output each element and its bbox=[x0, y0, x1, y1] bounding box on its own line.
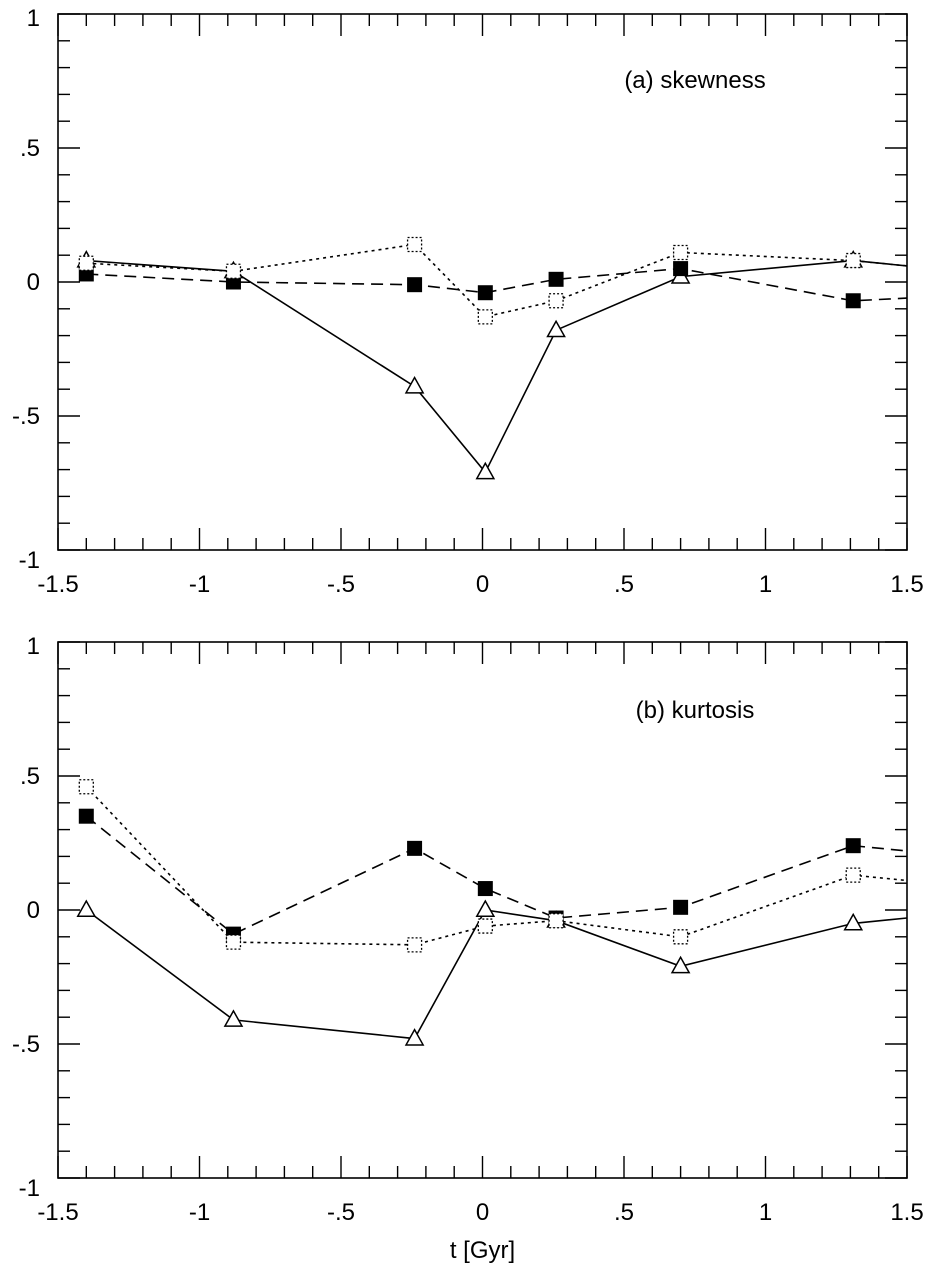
data-point-triangle bbox=[546, 319, 566, 338]
data-point-filled-square bbox=[845, 293, 861, 309]
data-point-open-square bbox=[672, 244, 689, 261]
data-point-triangle bbox=[223, 1009, 244, 1027]
data-point-triangle bbox=[76, 899, 97, 918]
x-tick-label: -.5 bbox=[327, 571, 355, 598]
data-point-filled-square bbox=[845, 838, 861, 854]
data-point-filled-square bbox=[78, 808, 94, 824]
data-point-filled-square bbox=[673, 899, 689, 915]
y-tick-label: -1 bbox=[19, 1175, 40, 1202]
data-point-open-square bbox=[78, 255, 94, 271]
data-point-filled-square bbox=[673, 261, 689, 277]
data-point-triangle bbox=[475, 461, 496, 480]
x-tick-label: .5 bbox=[614, 571, 634, 598]
data-point-filled-square bbox=[548, 271, 564, 287]
series-line-solid bbox=[85, 909, 908, 1040]
x-tick-label: 1 bbox=[759, 571, 772, 598]
data-point-open-square bbox=[548, 913, 564, 929]
data-point-open-square bbox=[672, 929, 689, 945]
data-point-open-square bbox=[406, 236, 423, 253]
data-point-filled-square bbox=[477, 285, 493, 301]
x-tick-label: 1.5 bbox=[890, 1199, 923, 1226]
y-tick-label: -.5 bbox=[12, 403, 40, 430]
data-point-open-square bbox=[225, 263, 242, 279]
y-tick-label: -.5 bbox=[12, 1031, 40, 1058]
panel-label: (a) skewness bbox=[624, 67, 765, 94]
x-tick-label: -.5 bbox=[327, 1199, 355, 1226]
data-point-filled-square bbox=[407, 840, 423, 856]
series-line-dotted bbox=[85, 786, 908, 946]
x-axis-label: t [Gyr] bbox=[450, 1237, 515, 1264]
data-point-open-square bbox=[477, 309, 493, 325]
y-tick-label: .5 bbox=[20, 135, 40, 162]
data-point-triangle bbox=[475, 899, 496, 918]
data-point-filled-square bbox=[477, 881, 493, 897]
y-tick-label: 1 bbox=[27, 5, 40, 32]
x-tick-label: .5 bbox=[614, 1199, 634, 1226]
series-filled-square bbox=[78, 808, 908, 942]
x-tick-label: 1.5 bbox=[890, 571, 923, 598]
data-point-open-square bbox=[406, 937, 423, 953]
data-point-open-square bbox=[78, 779, 94, 795]
y-tick-label: 1 bbox=[27, 633, 40, 660]
axis-ticks bbox=[57, 641, 908, 1179]
data-point-triangle bbox=[670, 955, 691, 974]
data-point-open-square bbox=[548, 293, 564, 309]
series-line-solid bbox=[86, 259, 908, 474]
data-point-open-square bbox=[845, 867, 861, 883]
y-tick-label: -1 bbox=[19, 547, 40, 574]
data-point-open-square bbox=[225, 934, 242, 950]
series-open-square bbox=[78, 236, 908, 325]
panel-label: (b) kurtosis bbox=[636, 697, 755, 724]
data-point-triangle bbox=[404, 1028, 425, 1046]
series-line-dashed bbox=[85, 815, 908, 936]
y-tick-label: 0 bbox=[27, 269, 40, 296]
series-line-dotted bbox=[86, 243, 908, 318]
x-tick-label: 1 bbox=[759, 1199, 772, 1226]
data-point-open-square bbox=[845, 252, 861, 269]
x-tick-label: -1.5 bbox=[37, 571, 78, 598]
x-tick-label: -1 bbox=[189, 571, 210, 598]
y-tick-label: 0 bbox=[27, 897, 40, 924]
data-point-filled-square bbox=[407, 277, 423, 293]
data-point-triangle bbox=[843, 912, 864, 931]
x-tick-label: -1 bbox=[189, 1199, 210, 1226]
data-point-open-square bbox=[477, 918, 493, 934]
panel-a-skewness: -1.5 -1 -.5 0.5 1 1.5-1-.50.51(a) skewness bbox=[12, 5, 924, 598]
series-open-square bbox=[78, 779, 908, 953]
series-filled-square bbox=[78, 261, 908, 309]
data-point-triangle bbox=[404, 375, 425, 394]
x-tick-label: -1.5 bbox=[37, 1199, 78, 1226]
y-tick-label: .5 bbox=[20, 763, 40, 790]
series-line-dashed bbox=[86, 267, 908, 302]
axis-ticks bbox=[57, 13, 908, 551]
x-tick-label: 0 bbox=[476, 571, 489, 598]
x-tick-label: 0 bbox=[476, 1199, 489, 1226]
